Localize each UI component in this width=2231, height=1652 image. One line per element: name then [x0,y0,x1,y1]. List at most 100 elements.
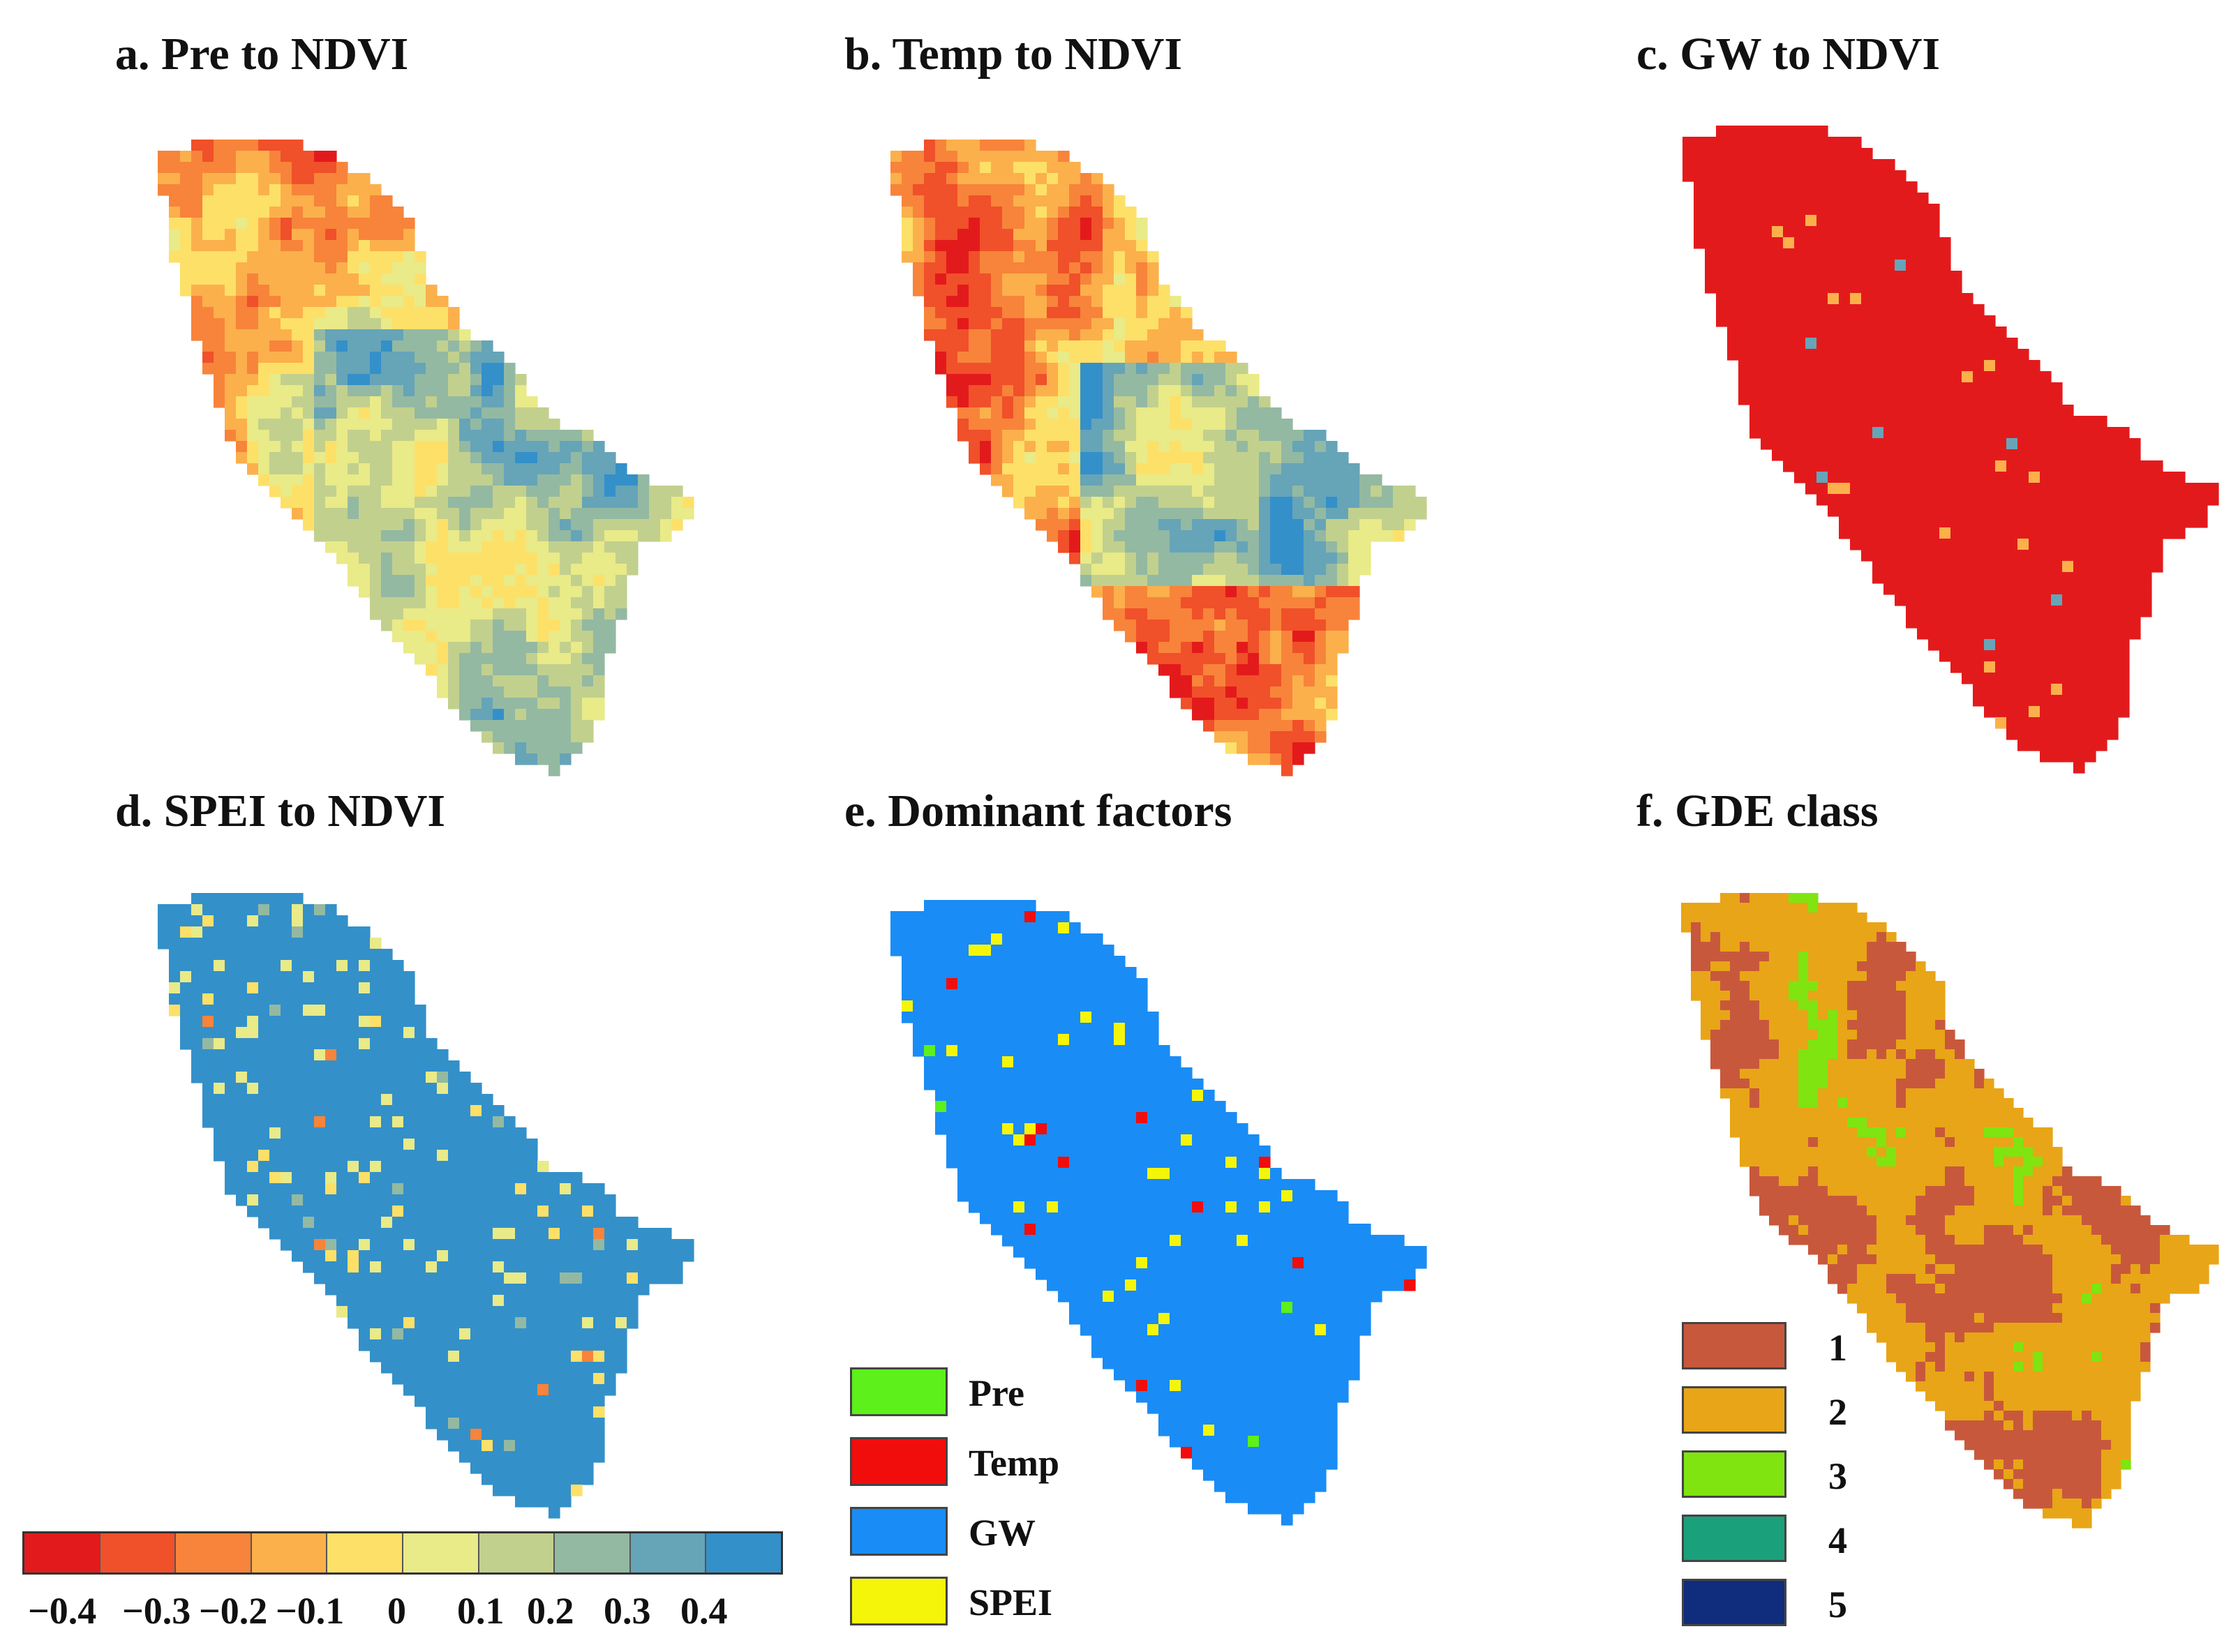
raster-cell [281,441,292,453]
raster-cell [504,608,516,620]
raster-cell [1326,564,1338,576]
raster-cell [359,396,371,408]
raster-cell [169,251,181,263]
raster-cell [493,441,505,453]
raster-cell [969,318,980,330]
raster-cell [403,1127,415,1139]
raster-cell [314,441,326,453]
raster-cell [482,709,493,721]
raster-cell [292,296,304,308]
raster-cell [359,1027,371,1039]
raster-cell [1783,271,1795,283]
raster-cell [1962,483,1973,495]
raster-cell [359,1206,371,1217]
raster-cell [1069,184,1081,196]
raster-cell [2084,516,2096,528]
raster-cell [2096,527,2107,539]
raster-cell [515,486,527,497]
raster-cell [1883,371,1895,383]
raster-cell [1761,349,1773,361]
raster-cell [957,262,969,274]
raster-cell [560,486,572,497]
raster-cell [1326,575,1338,587]
raster-cell [991,285,1003,296]
raster-cell [1962,673,1973,684]
raster-cell [1136,608,1148,620]
raster-cell [292,893,304,905]
raster-cell [426,530,438,542]
raster-cell [1761,137,1773,149]
raster-cell [1080,285,1092,296]
raster-cell [2073,427,2085,439]
raster-cell [1939,494,1951,506]
raster-cell [682,497,694,509]
raster-cell [1727,181,1739,193]
raster-cell [1225,664,1237,676]
raster-cell [415,1206,426,1217]
raster-cell [582,575,594,587]
raster-cell [593,1261,605,1273]
raster-cell [1839,293,1851,305]
raster-cell [2129,505,2141,517]
raster-cell [381,240,393,252]
raster-cell [1839,282,1851,294]
raster-cell [470,575,482,587]
raster-cell [1214,608,1226,620]
raster-cell [1984,438,1996,450]
raster-cell [1103,251,1114,263]
raster-cell [1761,427,1773,439]
raster-cell [1883,204,1895,216]
raster-cell [1973,472,1985,483]
raster-cell [1058,486,1070,497]
raster-cell [526,519,538,531]
raster-cell [1895,583,1907,595]
raster-cell [225,949,237,961]
raster-cell [1783,215,1795,227]
raster-cell [560,1295,572,1307]
raster-cell [1214,463,1226,475]
raster-cell [913,206,925,218]
raster-cell [1013,396,1025,408]
raster-cell [1906,405,1918,416]
raster-cell [359,1228,371,1240]
raster-cell [191,904,203,916]
raster-cell [392,352,404,363]
raster-cell [1091,318,1103,330]
raster-cell [980,407,992,419]
raster-cell [381,960,393,972]
raster-cell [1147,519,1159,531]
raster-cell [1906,248,1918,260]
raster-cell [1114,329,1126,341]
raster-cell [1158,430,1170,442]
raster-cell [1337,463,1349,475]
raster-cell [2017,684,2029,696]
raster-cell [571,553,583,564]
raster-cell [593,474,605,486]
raster-cell [2096,717,2107,729]
raster-cell [470,1139,482,1150]
raster-cell [2017,695,2029,707]
raster-cell [1839,393,1851,405]
raster-cell [1984,572,1996,584]
raster-cell [1883,427,1895,439]
raster-cell [1281,698,1293,709]
raster-cell [593,541,605,553]
raster-cell [482,1161,493,1173]
raster-cell [1281,608,1293,620]
raster-cell [1002,474,1014,486]
raster-cell [671,497,683,509]
raster-cell [526,642,538,654]
raster-cell [2151,561,2163,573]
raster-cell [403,1060,415,1072]
raster-cell [1872,170,1884,182]
raster-cell [2051,628,2063,640]
raster-cell [314,1083,326,1095]
raster-cell [202,340,214,352]
raster-cell [2084,550,2096,562]
raster-cell [582,452,594,464]
raster-cell [1270,564,1282,576]
raster-cell [415,620,426,631]
raster-cell [247,1072,259,1083]
raster-cell [1805,338,1817,350]
raster-cell [1024,285,1036,296]
